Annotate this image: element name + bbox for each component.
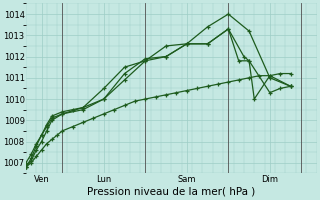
- X-axis label: Pression niveau de la mer( hPa ): Pression niveau de la mer( hPa ): [87, 187, 255, 197]
